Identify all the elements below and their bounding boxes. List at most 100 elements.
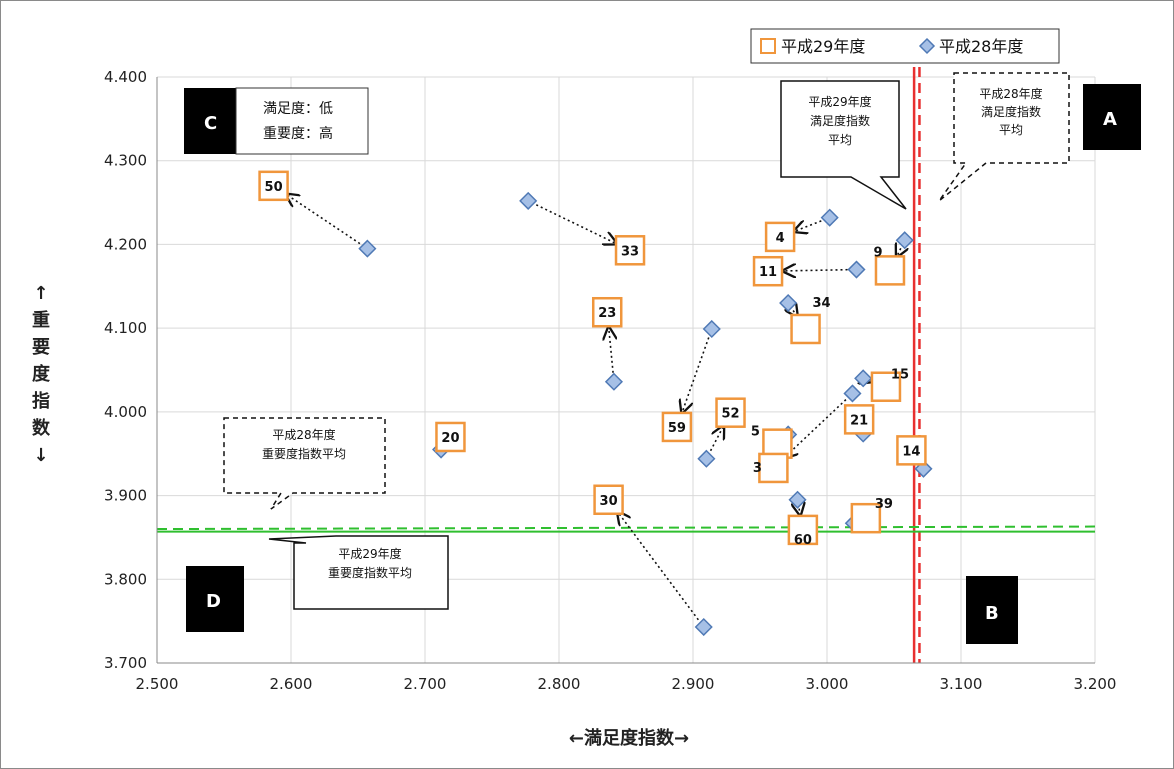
y-tick-label: 3.800	[104, 570, 147, 588]
h29-point-14	[896, 435, 927, 466]
series-h29	[258, 170, 927, 546]
y-axis-label-char: 度	[32, 363, 51, 385]
callout-h28-imp-line1: 平成28年度	[272, 427, 335, 442]
x-tick-label: 2.800	[538, 675, 581, 693]
change-arrow-59	[682, 337, 710, 412]
h29-point-60	[787, 514, 819, 546]
quadrant-a: A	[1083, 84, 1141, 150]
y-tick-label: 4.300	[104, 152, 147, 170]
h29-point-33	[614, 235, 646, 266]
point-labels: 50 33 23 4 11 9 34 59 52 20 5 3 21 15 14 30 39 60	[265, 180, 921, 548]
y-axis-label-char: 重	[32, 309, 50, 331]
point-label-60: 60	[794, 533, 812, 548]
change-arrow-33	[535, 204, 616, 244]
h28-point-50	[358, 239, 377, 258]
point-label-50: 50	[265, 180, 283, 195]
x-tick-label: 2.700	[404, 675, 447, 693]
callout-h29-imp-line1: 平成29年度	[338, 546, 401, 561]
h29-point-9	[874, 255, 906, 286]
quadrant-b: B	[966, 576, 1018, 644]
callout-h28-importance-avg: 平成28年度 重要度指数平均	[223, 417, 386, 510]
point-label-9: 9	[873, 245, 882, 260]
callout-h28-sat-line2: 満足度指数	[981, 104, 1041, 119]
h28-point-34	[779, 293, 798, 313]
h28-point-15	[854, 369, 873, 388]
y-tick-label: 3.900	[104, 487, 147, 505]
point-label-11: 11	[759, 265, 777, 280]
y-tick-label: 4.100	[104, 319, 147, 337]
y-axis-label-char: ↑	[33, 283, 48, 304]
change-arrow-52	[709, 426, 724, 452]
c-note-line2: 重要度：高	[263, 125, 333, 142]
point-label-30: 30	[600, 494, 618, 509]
point-label-33: 33	[621, 244, 639, 259]
point-label-15: 15	[891, 368, 909, 383]
x-tick-label: 2.600	[270, 675, 313, 693]
x-tick-label: 3.100	[940, 675, 983, 693]
callout-h29-satisfaction-avg: 平成29年度 満足度指数 平均	[780, 80, 907, 210]
y-axis-label: ↑ 重要度指数 ↓	[32, 283, 51, 466]
h29-point-3	[758, 452, 789, 484]
h28-point-11	[847, 260, 866, 279]
legend-h28-label: 平成28年度	[939, 37, 1023, 56]
x-tick-label: 2.900	[672, 675, 715, 693]
h29-point-20	[435, 421, 466, 453]
legend: 平成29年度 平成28年度	[750, 28, 1060, 64]
h29-point-52	[715, 397, 746, 428]
point-label-5: 5	[751, 425, 760, 440]
change-arrow-23	[609, 327, 613, 373]
h29-point-30	[593, 484, 624, 516]
point-label-20: 20	[441, 431, 459, 446]
change-arrow-9	[897, 248, 901, 257]
change-arrow-11	[783, 270, 848, 271]
h29-point-34	[790, 313, 821, 345]
h29-point-15	[870, 371, 902, 402]
callout-h28-sat-line3: 平均	[999, 123, 1023, 137]
h28-point-3	[843, 384, 862, 403]
h29-point-4	[764, 221, 796, 253]
y-axis-label-char: 数	[32, 417, 51, 439]
h29-point-11	[752, 255, 784, 287]
h29-point-23	[591, 296, 623, 328]
h28-point-33	[519, 191, 538, 210]
legend-h29-marker	[760, 38, 776, 54]
callout-h29-sat-line3: 平均	[828, 133, 852, 147]
quadrant-d: D	[186, 566, 244, 632]
change-arrow-50	[286, 194, 361, 245]
quadrant-c: C 満足度：低 重要度：高	[184, 87, 369, 155]
reference-lines	[156, 67, 1096, 663]
change-arrow-3	[784, 399, 847, 458]
y-tick-label: 3.700	[104, 654, 147, 672]
h29-point-59	[661, 411, 693, 443]
point-label-14: 14	[902, 444, 920, 459]
h28-point-59	[702, 319, 721, 339]
legend-h29-label: 平成29年度	[781, 37, 865, 56]
x-tick-label: 3.200	[1074, 675, 1117, 693]
h28-point-60	[788, 490, 807, 509]
quadrant-b-letter: B	[985, 603, 999, 624]
y-tick-label: 4.000	[104, 403, 147, 421]
callout-h28-sat-line1: 平成28年度	[979, 86, 1042, 101]
change-arrow-4	[794, 221, 822, 232]
point-label-52: 52	[721, 407, 739, 422]
callout-h29-imp-line2: 重要度指数平均	[328, 565, 412, 580]
point-label-34: 34	[813, 296, 831, 311]
legend-h28-marker	[918, 37, 936, 55]
average-line-y	[156, 525, 1096, 531]
point-label-3: 3	[753, 461, 762, 476]
callout-h28-imp-line2: 重要度指数平均	[262, 446, 346, 461]
point-label-4: 4	[776, 231, 785, 246]
callout-h29-sat-line1: 平成29年度	[808, 94, 871, 109]
h28-point-52	[697, 449, 716, 468]
x-tick-label: 3.000	[806, 675, 849, 693]
x-axis-label: ←満足度指数→	[569, 727, 689, 749]
quadrant-a-letter: A	[1103, 109, 1117, 130]
point-label-39: 39	[875, 497, 893, 512]
h28-point-30	[694, 617, 713, 637]
y-tick-label: 4.400	[104, 68, 147, 86]
callout-h29-importance-avg: 平成29年度 重要度指数平均	[268, 535, 449, 610]
c-note-line1: 満足度：低	[263, 101, 333, 117]
h28-point-4	[820, 208, 839, 227]
